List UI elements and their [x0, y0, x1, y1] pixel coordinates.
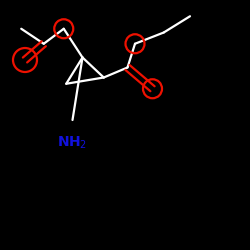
Text: NH$_2$: NH$_2$ [58, 134, 88, 151]
